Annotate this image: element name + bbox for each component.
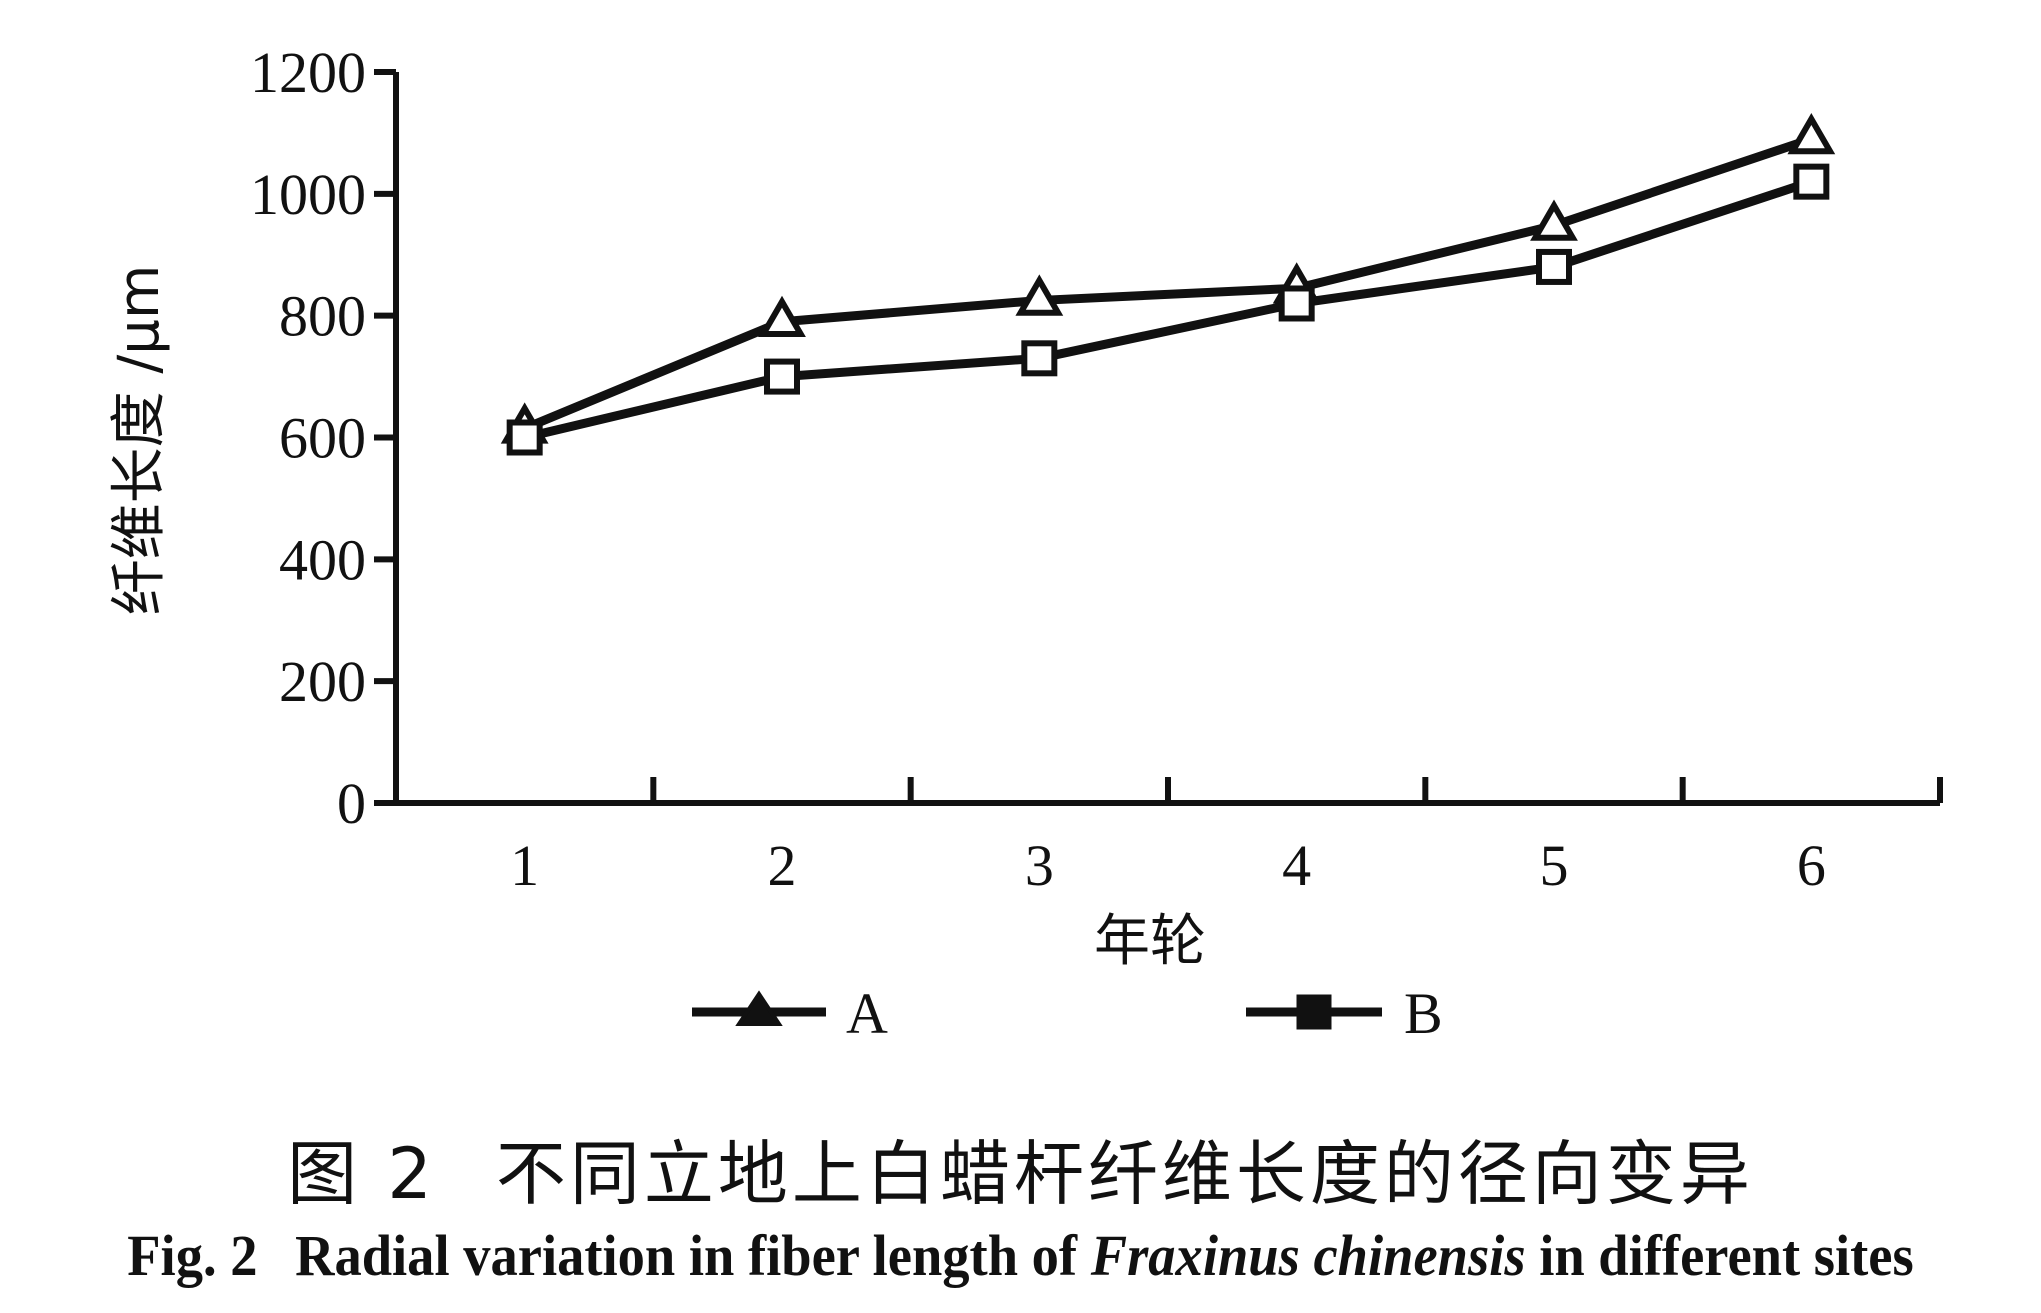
data-point-A bbox=[1015, 274, 1064, 316]
legend-label: B bbox=[1404, 981, 1443, 1046]
data-point-B bbox=[1278, 285, 1315, 322]
legend-marker-triangle bbox=[735, 990, 783, 1026]
legend-item-B: B bbox=[1246, 981, 1443, 1046]
y-tick-label: 1000 bbox=[250, 162, 366, 227]
species-name: Fraxinus chinensis bbox=[1090, 1223, 1526, 1288]
chart-series bbox=[500, 112, 1836, 456]
data-point-B bbox=[764, 358, 800, 395]
x-tick-label: 5 bbox=[1540, 833, 1569, 898]
figure-caption-zh: 图 2 不同立地上白蜡杆纤维长度的径向变异 bbox=[0, 1118, 2041, 1219]
data-point-A bbox=[758, 295, 806, 338]
y-tick-label: 0 bbox=[337, 771, 366, 836]
x-axis-title: 年轮 bbox=[1094, 909, 1206, 974]
data-point-B bbox=[1536, 248, 1572, 285]
y-tick-label: 200 bbox=[279, 649, 366, 714]
data-point-B bbox=[1793, 163, 1830, 200]
x-axis-ticks: 1 2 3 4 5 6 bbox=[510, 777, 1943, 898]
series-line-A bbox=[522, 134, 1813, 433]
y-tick-label: 800 bbox=[279, 284, 366, 349]
figure-title-en-post: in different sites bbox=[1539, 1223, 1914, 1288]
y-axis-ticks: 0 200 400 600 800 1000 1200 bbox=[250, 40, 396, 836]
legend-marker-square bbox=[1296, 994, 1332, 1030]
x-tick-label: 1 bbox=[510, 833, 539, 898]
line-chart: 0 200 400 600 800 1000 1200 1 2 3 4 5 6 纤维长度 /μm 年轮… bbox=[107, 40, 1943, 1046]
legend-item-A: A bbox=[692, 981, 888, 1046]
figure-title-en-pre: Radial variation in fiber length of bbox=[295, 1223, 1078, 1288]
y-axis-title: 纤维长度 /μm bbox=[107, 265, 172, 616]
series-line-B bbox=[523, 177, 1813, 442]
series-B bbox=[506, 163, 1830, 456]
figure-number-zh: 图 2 bbox=[287, 1133, 436, 1215]
chart-axes bbox=[393, 72, 1940, 806]
figure-number-en: Fig. 2 bbox=[127, 1223, 258, 1288]
y-tick-label: 1200 bbox=[250, 40, 366, 105]
data-point-B bbox=[1021, 340, 1058, 377]
figure-caption-en: Fig. 2 Radial variation in fiber length o… bbox=[61, 1222, 1980, 1289]
y-tick-label: 600 bbox=[279, 406, 366, 471]
data-point-A bbox=[1530, 199, 1578, 241]
figure-title-zh: 不同立地上白蜡杆纤维长度的径向变异 bbox=[495, 1133, 1754, 1215]
x-tick-label: 2 bbox=[768, 833, 797, 898]
x-tick-label: 6 bbox=[1797, 833, 1826, 898]
y-tick-label: 400 bbox=[279, 527, 366, 592]
legend-label: A bbox=[846, 981, 888, 1046]
x-tick-label: 3 bbox=[1025, 833, 1054, 898]
data-point-A bbox=[1787, 112, 1836, 155]
x-tick-label: 4 bbox=[1282, 833, 1311, 898]
data-point-B bbox=[506, 419, 543, 456]
